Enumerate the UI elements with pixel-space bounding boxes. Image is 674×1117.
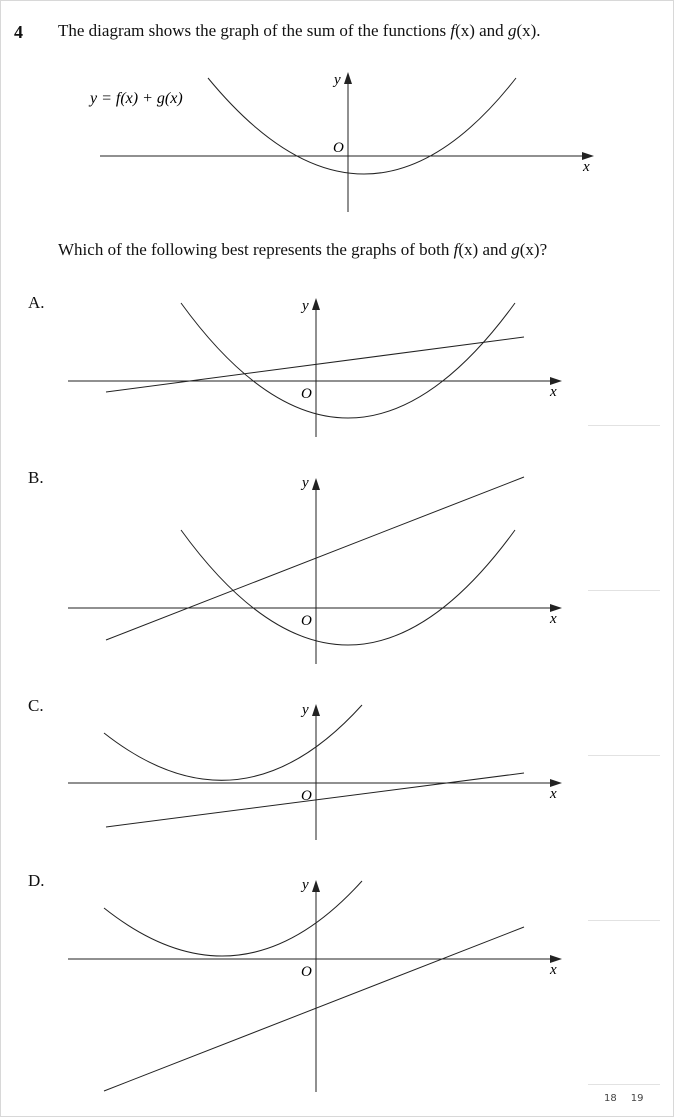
x-axis-arrow: [550, 955, 562, 963]
option-d-graph[interactable]: y x O: [0, 868, 674, 1098]
straight-line: [105, 772, 525, 828]
stem-period: .: [536, 21, 541, 40]
question-number: 4: [14, 22, 23, 42]
x-axis-arrow: [550, 604, 562, 612]
y-axis-label: y: [300, 298, 309, 314]
y-axis-arrow: [312, 704, 320, 716]
x-axis-label: x: [582, 159, 590, 175]
option-d-label[interactable]: D.: [28, 871, 45, 890]
margin-rule: [588, 425, 660, 426]
page-numbers: 18 19: [604, 1093, 657, 1104]
sub-question: Which of the following best represents t…: [58, 240, 547, 260]
option-a-label[interactable]: A.: [28, 293, 45, 312]
margin-rule: [588, 755, 660, 756]
option-c-graph[interactable]: y x O: [0, 693, 674, 843]
straight-line: [105, 476, 525, 641]
y-axis-label: y: [300, 475, 309, 491]
f-symbol-2: f: [453, 240, 459, 259]
option-a-graph[interactable]: y x O: [0, 290, 674, 450]
margin-rule: [588, 920, 660, 921]
f-arg-2: (x): [458, 240, 479, 259]
f-symbol: f: [450, 21, 456, 40]
option-c-label[interactable]: C.: [28, 696, 44, 715]
question-stem: The diagram shows the graph of the sum o…: [58, 21, 541, 41]
x-axis-label: x: [549, 384, 557, 400]
g-arg-2: (x): [519, 240, 540, 259]
g-symbol: g: [507, 21, 517, 40]
y-axis-arrow: [312, 478, 320, 490]
x-axis-label: x: [549, 962, 557, 978]
option-b-label[interactable]: B.: [28, 468, 44, 487]
y-axis-arrow: [344, 72, 352, 84]
g-arg: (x): [516, 21, 537, 40]
parabola-curve: [180, 529, 516, 646]
parabola-curve: [103, 880, 363, 957]
sub-question-text: Which of the following best represents t…: [58, 240, 454, 259]
y-axis-arrow: [312, 298, 320, 310]
origin-label: O: [333, 140, 344, 156]
x-axis-label: x: [549, 786, 557, 802]
x-axis-arrow: [550, 377, 562, 385]
f-arg: (x): [455, 21, 475, 40]
parabola-curve: [180, 302, 516, 419]
page-number-right[interactable]: 19: [630, 1093, 644, 1104]
x-axis-arrow: [550, 779, 562, 787]
g-symbol-2: g: [511, 240, 520, 259]
sub-qmark: ?: [539, 240, 548, 259]
origin-label: O: [301, 386, 312, 402]
page-number-left[interactable]: 18: [604, 1093, 617, 1104]
y-axis-label: y: [332, 72, 341, 88]
x-axis-label: x: [549, 611, 557, 627]
straight-line: [103, 926, 525, 1092]
and-word-2: and: [478, 240, 512, 259]
y-axis-label: y: [300, 702, 309, 718]
y-axis-arrow: [312, 880, 320, 892]
sum-curve-label: y = f(x) + g(x): [88, 90, 183, 107]
x-axis-arrow: [582, 152, 594, 160]
origin-label: O: [301, 613, 312, 629]
straight-line: [105, 336, 525, 393]
origin-label: O: [301, 964, 312, 980]
main-graph: y x O y = f(x) + g(x): [88, 72, 594, 212]
parabola-curve: [103, 704, 363, 781]
margin-rule: [588, 1084, 660, 1085]
origin-label: O: [301, 788, 312, 804]
sum-curve: [207, 77, 517, 175]
and-word: and: [474, 21, 508, 40]
option-b-graph[interactable]: y x O: [0, 465, 674, 670]
margin-rule: [588, 590, 660, 591]
stem-text: The diagram shows the graph of the sum o…: [58, 21, 451, 40]
y-axis-label: y: [300, 877, 309, 893]
